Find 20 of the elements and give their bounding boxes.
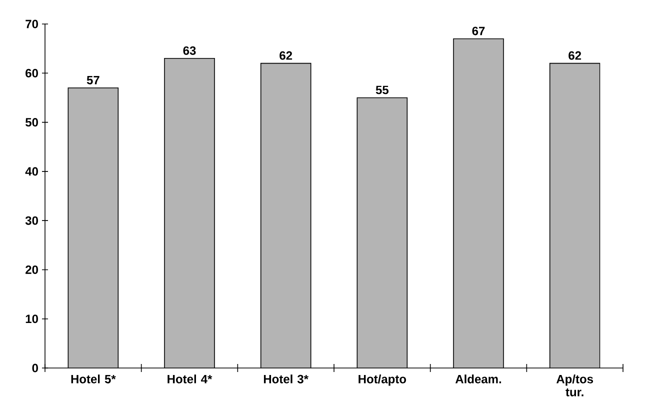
y-tick-label: 70	[26, 20, 38, 28]
x-tick-label: Hotel 4*	[168, 374, 212, 384]
x-tick-label: Hotel 5*	[71, 374, 116, 384]
y-tick-label: 60	[26, 68, 38, 78]
data-label: 62	[568, 51, 582, 60]
y-tick-label: 30	[25, 216, 38, 225]
data-label: 62	[280, 51, 292, 60]
x-tick-label: Hotel 3*	[264, 374, 308, 384]
x-tick-label: Hot/apto	[358, 374, 406, 386]
y-tick-label: 10	[26, 314, 38, 324]
data-label: 67	[472, 26, 485, 36]
data-label: 57	[86, 76, 100, 84]
y-tick-label: 40	[25, 167, 38, 176]
y-tick-label: 20	[26, 265, 38, 274]
y-tick-label: 50	[26, 118, 38, 127]
data-label: 55	[376, 86, 389, 94]
x-tick-label: Aldeam.	[455, 374, 502, 384]
x-tick-label: Ap/tos tur.	[556, 374, 594, 396]
y-tick-label: 0	[32, 364, 38, 372]
data-label: 63	[183, 46, 196, 55]
